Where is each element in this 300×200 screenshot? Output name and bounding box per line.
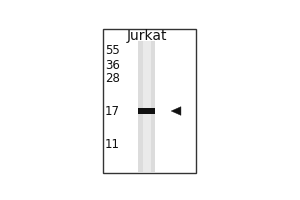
Text: 36: 36 <box>105 59 120 72</box>
Polygon shape <box>171 107 181 115</box>
Bar <box>103 29 196 173</box>
Text: 17: 17 <box>105 105 120 118</box>
Text: 11: 11 <box>105 138 120 151</box>
Text: 55: 55 <box>105 44 120 57</box>
Bar <box>138 108 155 114</box>
Text: 28: 28 <box>105 72 120 85</box>
Bar <box>143 41 151 172</box>
Text: Jurkat: Jurkat <box>127 29 167 43</box>
Bar <box>138 41 155 172</box>
